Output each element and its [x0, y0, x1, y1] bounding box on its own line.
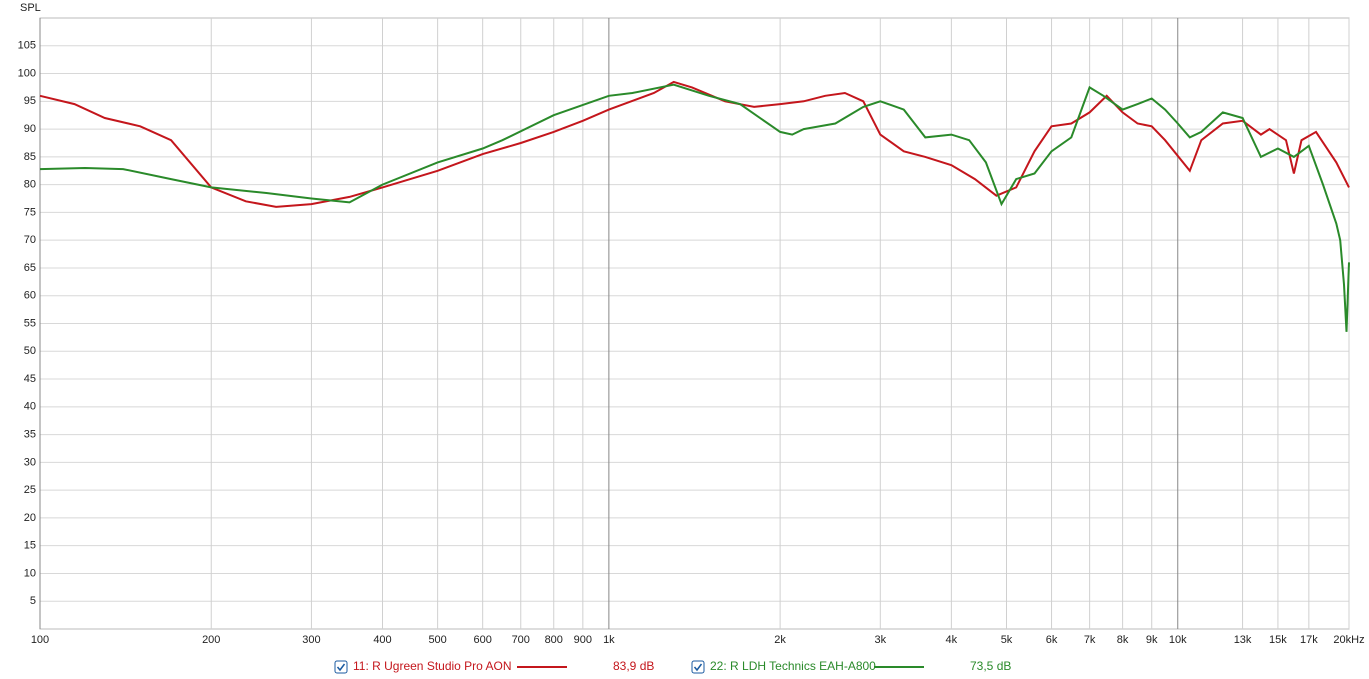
legend-checkbox[interactable] [691, 660, 705, 674]
y-tick-label: 20 [24, 512, 36, 524]
x-tick-label: 20kHz [1333, 634, 1364, 646]
y-tick-label: 75 [24, 206, 36, 218]
y-tick-label: 35 [24, 428, 36, 440]
x-tick-label: 7k [1084, 634, 1096, 646]
y-tick-label: 95 [24, 95, 36, 107]
x-tick-label: 4k [946, 634, 958, 646]
x-tick-label: 2k [774, 634, 786, 646]
legend-level: 83,9 dB [613, 659, 654, 673]
checkmark[interactable] [336, 663, 346, 672]
y-tick-label: 15 [24, 540, 36, 552]
y-tick-label: 25 [24, 484, 36, 496]
x-tick-label: 700 [512, 634, 530, 646]
y-tick-label: 65 [24, 262, 36, 274]
x-tick-label: 17k [1300, 634, 1318, 646]
legend-checkbox[interactable] [334, 660, 348, 674]
y-tick-label: 50 [24, 345, 36, 357]
x-tick-label: 800 [545, 634, 563, 646]
legend-item: 22: R LDH Technics EAH-A800 73,5 dB [691, 659, 1011, 674]
x-tick-label: 1k [603, 634, 615, 646]
x-tick-label: 13k [1234, 634, 1252, 646]
checkmark[interactable] [693, 663, 703, 672]
x-tick-label: 15k [1269, 634, 1287, 646]
series-line [39, 83, 1350, 332]
x-tick-label: 8k [1117, 634, 1129, 646]
x-tick-label: 100 [31, 634, 49, 646]
y-tick-label: 30 [24, 456, 36, 468]
y-tick-label: 70 [24, 234, 36, 246]
y-tick-label: 105 [18, 40, 36, 52]
x-tick-label: 400 [373, 634, 391, 646]
x-tick-label: 10k [1169, 634, 1187, 646]
x-tick-label: 900 [574, 634, 592, 646]
y-tick-label: 55 [24, 317, 36, 329]
y-tick-label: 100 [18, 67, 36, 79]
legend-level: 73,5 dB [970, 659, 1011, 673]
x-tick-label: 300 [302, 634, 320, 646]
y-tick-label: 45 [24, 373, 36, 385]
x-tick-label: 3k [874, 634, 886, 646]
y-tick-label: 10 [24, 567, 36, 579]
y-tick-label: 80 [24, 179, 36, 191]
legend-item: 11: R Ugreen Studio Pro AON 83,9 dB [334, 659, 654, 674]
x-tick-label: 9k [1146, 634, 1158, 646]
x-tick-label: 5k [1001, 634, 1013, 646]
legend-label: 11: R Ugreen Studio Pro AON [353, 659, 512, 673]
y-tick-label: 40 [24, 401, 36, 413]
x-tick-label: 6k [1046, 634, 1058, 646]
y-tick-label: 85 [24, 151, 36, 163]
y-axis-label: SPL [20, 2, 41, 14]
x-tick-label: 500 [428, 634, 446, 646]
x-tick-label: 200 [202, 634, 220, 646]
x-tick-label: 600 [473, 634, 491, 646]
legend-label: 22: R LDH Technics EAH-A800 [710, 659, 876, 673]
y-tick-label: 5 [30, 595, 36, 607]
y-tick-label: 90 [24, 123, 36, 135]
y-tick-label: 60 [24, 290, 36, 302]
series-line [39, 80, 1350, 208]
